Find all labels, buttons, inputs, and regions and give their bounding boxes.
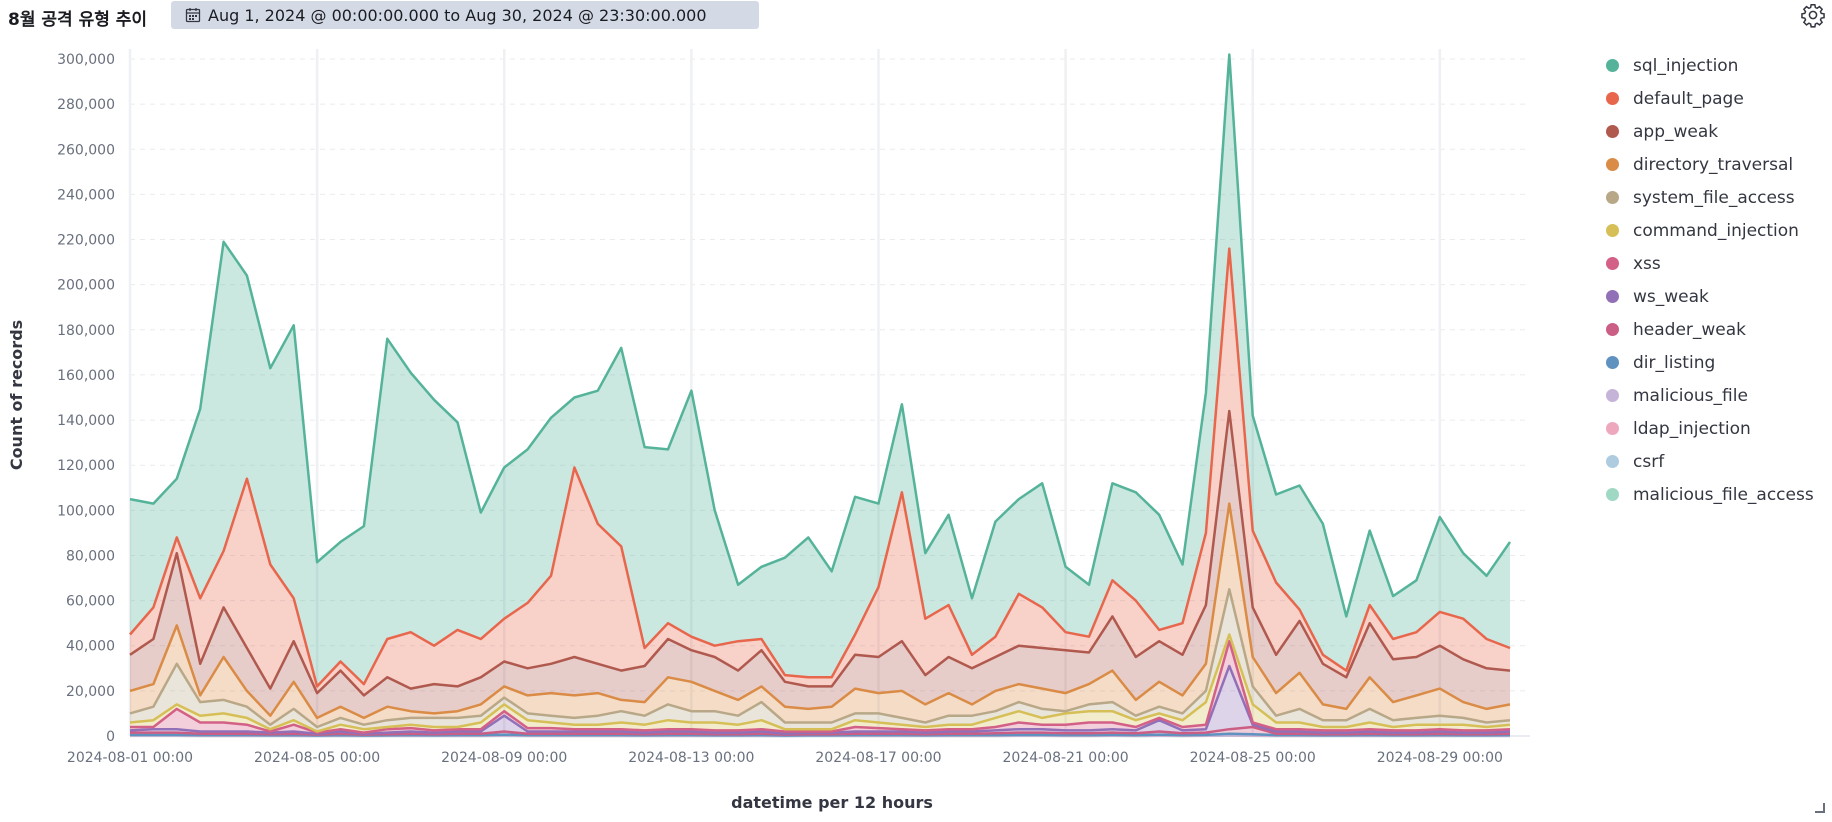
y-tick-label: 160,000 — [57, 368, 115, 384]
legend-item[interactable]: malicious_file — [1601, 379, 1829, 412]
legend-label: default_page — [1633, 88, 1744, 109]
legend-item[interactable]: header_weak — [1601, 313, 1829, 346]
panel-header: 8월 공격 유형 추이 Aug 1, 2024 @ 00:00:00.000 t… — [0, 0, 1832, 30]
legend-color-dot — [1606, 356, 1619, 369]
legend-label: app_weak — [1633, 121, 1719, 142]
legend-item[interactable]: xss — [1601, 247, 1829, 280]
series-line-default_page — [129, 247, 1511, 688]
area-app_weak — [130, 411, 1510, 718]
area-default_page — [130, 248, 1510, 696]
y-tick-label: 220,000 — [57, 233, 115, 249]
legend-item[interactable]: dir_listing — [1601, 346, 1829, 379]
y-tick-label: 300,000 — [57, 52, 115, 68]
legend-label: system_file_access — [1633, 187, 1795, 208]
legend-item[interactable]: default_page — [1601, 82, 1829, 115]
legend-color-dot — [1606, 125, 1619, 138]
y-tick-label: 120,000 — [57, 458, 115, 474]
legend-item[interactable]: system_file_access — [1601, 181, 1829, 214]
legend-color-dot — [1606, 191, 1619, 204]
area-directory_traversal — [130, 503, 1510, 727]
series-line-sql_injection — [129, 53, 1512, 618]
y-tick-label: 20,000 — [66, 684, 115, 700]
series-line-directory_traversal — [129, 502, 1511, 720]
y-tick-label: 180,000 — [57, 323, 115, 339]
y-tick-label: 280,000 — [57, 97, 115, 113]
legend-item[interactable]: ws_weak — [1601, 280, 1829, 313]
legend-color-dot — [1606, 257, 1619, 270]
legend-label: directory_traversal — [1633, 154, 1794, 175]
y-tick-label: 200,000 — [57, 278, 115, 294]
x-tick-label: 2024-08-29 00:00 — [1377, 750, 1503, 766]
legend-color-dot — [1606, 59, 1619, 72]
y-tick-label: 260,000 — [57, 142, 115, 158]
legend-label: malicious_file — [1633, 385, 1748, 406]
y-tick-label: 40,000 — [66, 639, 115, 655]
time-range-label: Aug 1, 2024 @ 00:00:00.000 to Aug 30, 20… — [208, 5, 707, 25]
legend-color-dot — [1606, 389, 1619, 402]
series-line-system_file_access — [129, 588, 1511, 729]
y-axis-title: Count of records — [7, 320, 26, 470]
legend-color-dot — [1606, 422, 1619, 435]
legend-label: malicious_file_access — [1633, 484, 1814, 505]
legend-color-dot — [1606, 323, 1619, 336]
legend-label: dir_listing — [1633, 352, 1716, 373]
legend-color-dot — [1606, 488, 1619, 501]
calendar-icon — [185, 8, 201, 23]
gear-icon[interactable] — [1800, 2, 1826, 28]
legend-color-dot — [1606, 158, 1619, 171]
legend-item[interactable]: app_weak — [1601, 115, 1829, 148]
area-ws_weak — [130, 666, 1510, 735]
y-tick-label: 80,000 — [66, 548, 115, 564]
x-tick-label: 2024-08-21 00:00 — [1003, 750, 1129, 766]
y-tick-label: 100,000 — [57, 503, 115, 519]
y-tick-label: 60,000 — [66, 594, 115, 610]
y-tick-label: 0 — [106, 729, 115, 745]
resize-handle-icon[interactable] — [1815, 803, 1825, 813]
legend-label: xss — [1633, 253, 1661, 274]
legend-label: header_weak — [1633, 319, 1747, 340]
panel-title: 8월 공격 유형 추이 — [8, 10, 148, 30]
series-line-command_injection — [129, 633, 1511, 733]
legend-item[interactable]: command_injection — [1601, 214, 1829, 247]
legend-label: ldap_injection — [1633, 418, 1751, 439]
stacked-area-chart: 0 20,000 40,000 60,000 80,000 100,000 120,000 1… — [7, 49, 1530, 812]
legend-label: csrf — [1633, 451, 1665, 472]
x-axis-title: datetime per 12 hours — [731, 793, 933, 812]
x-tick-label: 2024-08-05 00:00 — [254, 750, 380, 766]
legend-label: command_injection — [1633, 220, 1799, 241]
area-system_file_access — [130, 589, 1510, 732]
y-tick-label: 140,000 — [57, 413, 115, 429]
legend-item[interactable]: malicious_file_access — [1601, 478, 1829, 511]
series-line-xss — [130, 639, 1511, 734]
legend-label: ws_weak — [1633, 286, 1709, 307]
x-tick-label: 2024-08-09 00:00 — [441, 750, 567, 766]
legend-color-dot — [1606, 455, 1619, 468]
x-tick-label: 2024-08-17 00:00 — [815, 750, 941, 766]
legend-item[interactable]: ldap_injection — [1601, 412, 1829, 445]
y-tick-label: 240,000 — [57, 187, 115, 203]
x-tick-label: 2024-08-13 00:00 — [628, 750, 754, 766]
area-header_weak — [130, 727, 1510, 736]
legend-color-dot — [1606, 290, 1619, 303]
series-line-app_weak — [129, 409, 1511, 697]
time-range-badge[interactable]: Aug 1, 2024 @ 00:00:00.000 to Aug 30, 20… — [171, 1, 759, 29]
legend-label: sql_injection — [1633, 55, 1739, 76]
legend-item[interactable]: directory_traversal — [1601, 148, 1829, 181]
legend-item[interactable]: sql_injection — [1601, 49, 1829, 82]
legend-color-dot — [1606, 224, 1619, 237]
x-tick-label: 2024-08-25 00:00 — [1190, 750, 1316, 766]
x-tick-label: 2024-08-01 00:00 — [67, 750, 193, 766]
legend-item[interactable]: csrf — [1601, 445, 1829, 478]
legend-color-dot — [1606, 92, 1619, 105]
